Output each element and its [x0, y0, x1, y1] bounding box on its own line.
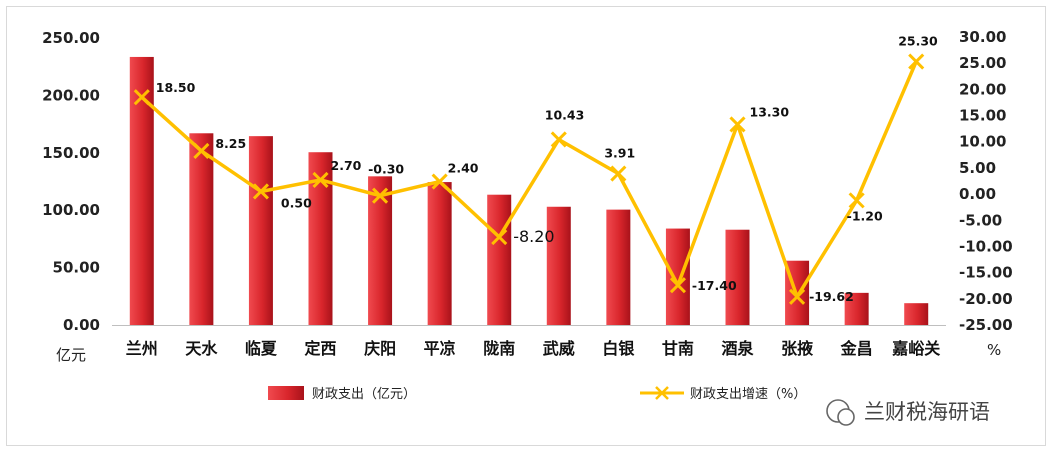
left-tick-4: 200.00 [42, 86, 100, 104]
bar-4 [368, 176, 393, 325]
growth-label-7: 10.43 [545, 107, 585, 122]
bar-2 [248, 136, 273, 325]
growth-label-0: 18.50 [156, 80, 196, 95]
growth-point-8 [610, 165, 627, 182]
bar-13 [904, 303, 929, 325]
category-label-5: 平凉 [424, 339, 456, 358]
category-label-8: 白银 [602, 339, 635, 358]
right-tick-1: 25.00 [959, 54, 1006, 72]
left-tick-5: 250.00 [42, 29, 100, 47]
growth-point-7 [550, 131, 567, 148]
growth-label-13: 25.30 [898, 34, 938, 49]
growth-point-13 [908, 53, 925, 70]
growth-line [140, 60, 918, 299]
right-tick-8: -10.00 [959, 237, 1013, 255]
category-label-2: 临夏 [245, 339, 278, 358]
legend-bar-label: 财政支出（亿元） [312, 387, 416, 402]
growth-point-3 [312, 171, 329, 189]
right-tick-6: 0.00 [959, 185, 996, 203]
growth-label-12: -1.20 [847, 208, 883, 223]
watermark-text: 兰财税海研语 [864, 400, 990, 424]
bar-7 [546, 206, 571, 325]
growth-label-4: -0.30 [368, 162, 404, 177]
left-tick-2: 100.00 [42, 201, 100, 219]
growth-point-11 [789, 288, 806, 305]
right-tick-9: -15.00 [959, 264, 1013, 282]
category-label-11: 张掖 [781, 339, 813, 358]
growth-label-10: 13.30 [750, 104, 790, 119]
right-tick-5: 5.00 [959, 159, 996, 177]
category-label-4: 庆阳 [363, 339, 396, 358]
bar-0 [129, 56, 154, 325]
bar-12 [844, 292, 869, 325]
right-tick-3: 15.00 [959, 107, 1006, 125]
growth-label-6: -8.20 [513, 227, 554, 246]
left-tick-0: 0.00 [63, 316, 100, 334]
watermark: 兰财税海研语 [826, 399, 990, 426]
category-label-7: 武威 [543, 339, 575, 358]
category-label-12: 金昌 [840, 339, 873, 358]
legend-bar-swatch [268, 386, 304, 400]
category-label-1: 天水 [185, 339, 218, 358]
left-tick-1: 50.00 [53, 259, 100, 277]
growth-label-8: 3.91 [604, 146, 635, 161]
growth-label-3: 2.70 [331, 158, 362, 173]
right-tick-10: -20.00 [959, 290, 1013, 308]
legend-line-marker [655, 386, 669, 400]
growth-label-11: -19.62 [809, 289, 854, 304]
growth-label-9: -17.40 [692, 278, 737, 293]
growth-label-5: 2.40 [448, 161, 479, 176]
bar-9 [665, 228, 690, 325]
right-tick-11: -25.00 [959, 316, 1013, 334]
category-label-10: 酒泉 [721, 339, 754, 358]
right-tick-7: -5.00 [959, 211, 1002, 229]
growth-point-5 [431, 173, 448, 190]
right-tick-0: 30.00 [959, 28, 1006, 46]
axes: 兰州 天水 临夏 定西 庆阳 平凉 陇南 武威 白银 甘南 酒泉 张掖 金昌 嘉峪关 0.00 50.00 10… [42, 28, 1013, 364]
legend: 财政支出（亿元） 财政支出增速（%） [268, 386, 806, 402]
growth-point-10 [729, 116, 746, 133]
growth-point-12 [848, 192, 865, 209]
bar-6 [487, 194, 512, 325]
category-label-6: 陇南 [483, 339, 515, 358]
right-tick-4: 10.00 [959, 133, 1006, 151]
growth-point-1 [193, 142, 210, 159]
legend-line-label: 财政支出增速（%） [690, 387, 806, 402]
category-label-0: 兰州 [126, 339, 158, 358]
category-label-13: 嘉峪关 [891, 339, 940, 358]
left-tick-3: 150.00 [42, 144, 100, 162]
growth-point-2 [252, 183, 269, 200]
bar-5 [427, 182, 452, 325]
bar-10 [725, 229, 750, 325]
bar-8 [606, 209, 631, 325]
line-series: 18.50 8.25 0.50 2.70 -0.30 2.40 -8.20 10.43 3.91… [133, 34, 938, 305]
bar-1 [189, 133, 214, 325]
right-tick-2: 20.00 [959, 80, 1006, 98]
growth-label-2: 0.50 [281, 195, 312, 210]
growth-point-6 [491, 228, 508, 246]
growth-point-9 [669, 277, 686, 294]
category-label-9: 甘南 [662, 339, 694, 358]
growth-label-1: 8.25 [215, 136, 246, 151]
right-axis-unit: % [987, 341, 1001, 359]
left-axis-unit: 亿元 [56, 346, 86, 364]
growth-point-0 [133, 89, 150, 106]
category-label-3: 定西 [303, 339, 336, 358]
growth-point-4 [372, 187, 389, 204]
chart-frame [6, 6, 1046, 446]
